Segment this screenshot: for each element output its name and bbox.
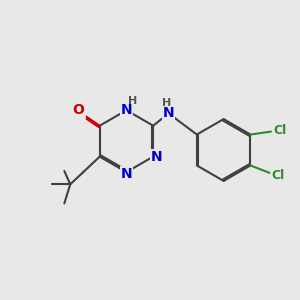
Text: N: N [151, 150, 163, 164]
Text: N: N [121, 167, 132, 182]
Text: N: N [121, 103, 132, 117]
Text: Cl: Cl [273, 124, 286, 136]
Text: O: O [73, 103, 84, 117]
Text: N: N [163, 106, 174, 120]
Text: H: H [162, 98, 172, 108]
Text: H: H [128, 96, 137, 106]
Text: Cl: Cl [272, 169, 285, 182]
